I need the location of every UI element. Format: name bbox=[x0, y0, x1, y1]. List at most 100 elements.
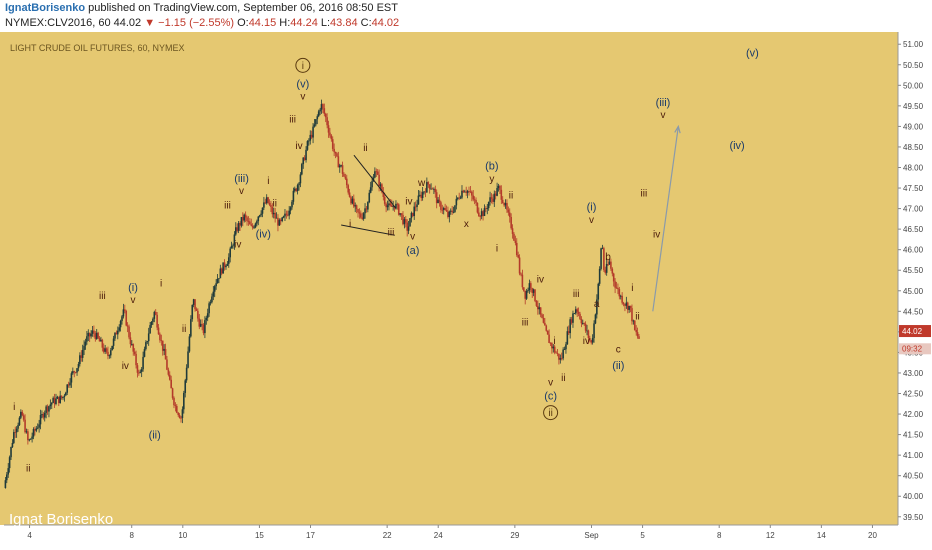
y-tick-label: 45.00 bbox=[903, 287, 924, 296]
candle-body bbox=[278, 219, 281, 226]
candle-body bbox=[79, 355, 81, 365]
candle-body bbox=[157, 327, 160, 335]
candle-body bbox=[521, 274, 524, 288]
x-tick-label: 10 bbox=[178, 531, 187, 540]
candle-body bbox=[121, 316, 123, 322]
wave-label: iv bbox=[583, 336, 590, 347]
candle-body bbox=[111, 345, 113, 351]
candle-body bbox=[374, 171, 376, 178]
candle-body bbox=[355, 205, 358, 210]
candle-body bbox=[421, 192, 424, 199]
candle-body bbox=[112, 338, 115, 346]
candle-body bbox=[98, 337, 101, 342]
candle-body bbox=[414, 206, 417, 208]
candle-body bbox=[456, 197, 459, 199]
candle-body bbox=[402, 214, 404, 225]
last-price: 44.02 bbox=[110, 17, 142, 29]
candle-body bbox=[461, 190, 463, 198]
candle-body bbox=[364, 208, 366, 214]
candle-body bbox=[555, 352, 557, 354]
candle-body bbox=[296, 185, 299, 192]
candle-body bbox=[579, 313, 581, 319]
wave-label: (a) bbox=[406, 245, 419, 257]
candle-body bbox=[369, 187, 372, 193]
candle-body bbox=[274, 212, 276, 219]
candle-body bbox=[532, 289, 535, 293]
candle-body bbox=[185, 367, 188, 381]
candle-body bbox=[499, 185, 501, 190]
candle-body bbox=[87, 332, 90, 337]
candle-body bbox=[517, 255, 519, 258]
wave-label: i bbox=[302, 61, 304, 72]
candle-body bbox=[154, 311, 157, 315]
candle-body bbox=[131, 344, 133, 345]
candle-body bbox=[327, 125, 330, 133]
candle-body bbox=[166, 359, 168, 370]
candle-body bbox=[344, 176, 347, 179]
candle-body bbox=[107, 351, 109, 356]
candle-body bbox=[15, 428, 18, 433]
candle-body bbox=[569, 319, 571, 334]
candle-body bbox=[475, 200, 477, 203]
candle-body bbox=[624, 304, 626, 306]
candle-body bbox=[610, 261, 612, 269]
candle-body bbox=[469, 191, 472, 193]
candle-body bbox=[195, 309, 198, 311]
candle-body bbox=[28, 439, 31, 441]
candle-body bbox=[587, 330, 590, 339]
wave-label: ii bbox=[363, 143, 367, 154]
triangle-trendline bbox=[341, 224, 395, 236]
candle-body bbox=[313, 124, 316, 127]
candle-body bbox=[345, 178, 348, 186]
last-price-badge bbox=[899, 325, 931, 338]
candle-body bbox=[242, 217, 244, 221]
candle-body bbox=[206, 313, 209, 318]
candle-body bbox=[388, 203, 390, 206]
candle-body bbox=[520, 273, 522, 275]
y-tick-label: 41.50 bbox=[903, 431, 924, 440]
candle-body bbox=[607, 264, 609, 265]
candle-body bbox=[53, 397, 56, 405]
y-tick-label: 51.00 bbox=[903, 40, 924, 49]
candle-body bbox=[506, 202, 508, 210]
candle-body bbox=[219, 268, 222, 279]
candle-body bbox=[156, 314, 158, 328]
candle-body bbox=[528, 283, 531, 291]
candle-body bbox=[482, 211, 484, 217]
change-value: ▼ −1.15 (−2.55%) bbox=[144, 17, 235, 29]
wave-label: v bbox=[410, 231, 415, 242]
author-link[interactable]: IgnatBorisenko bbox=[5, 2, 86, 14]
candle-body bbox=[545, 325, 548, 331]
candle-body bbox=[371, 181, 373, 188]
candle-body bbox=[333, 148, 335, 152]
y-tick-label: 49.00 bbox=[903, 122, 924, 131]
y-tick-label: 43.00 bbox=[903, 369, 924, 378]
candle-body bbox=[25, 431, 28, 433]
x-tick-label: 8 bbox=[717, 531, 722, 540]
candle-body bbox=[301, 164, 303, 175]
candle-body bbox=[471, 191, 473, 196]
candle-body bbox=[348, 192, 351, 197]
candle-body bbox=[198, 318, 201, 327]
low-label: L: bbox=[317, 17, 331, 29]
candle-body bbox=[271, 207, 274, 215]
candle-body bbox=[343, 173, 345, 177]
candle-body bbox=[81, 349, 84, 358]
candle-body bbox=[434, 188, 437, 193]
candle-body bbox=[108, 355, 111, 357]
candle-body bbox=[381, 184, 383, 193]
candle-body bbox=[267, 197, 269, 203]
candle-body bbox=[392, 206, 394, 207]
price-chart[interactable]: 51.00 50.50 50.00 49.50 49.00 48.50 48.00 47.50… bbox=[0, 32, 932, 550]
candle-body bbox=[378, 174, 380, 187]
x-tick-label: 15 bbox=[255, 531, 264, 540]
candle-body bbox=[320, 104, 323, 110]
candle-body bbox=[576, 309, 578, 312]
candle-body bbox=[282, 216, 285, 218]
candle-body bbox=[257, 216, 260, 222]
candle-body bbox=[612, 273, 615, 282]
candle-body bbox=[212, 291, 215, 297]
candle-body bbox=[86, 336, 88, 342]
candle-body bbox=[6, 474, 8, 481]
candle-body bbox=[163, 348, 165, 351]
